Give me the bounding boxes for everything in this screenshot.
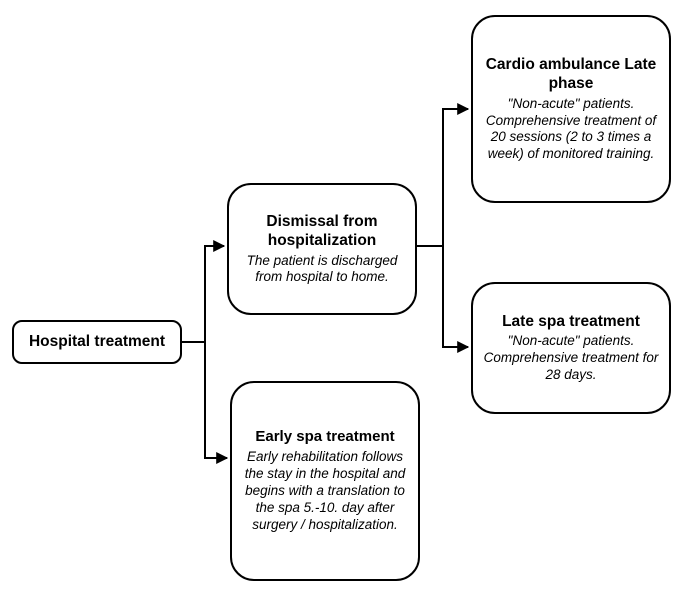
node-desc: Early rehabilitation follows the stay in… <box>242 449 408 533</box>
node-late-spa: Late spa treatment "Non-acute" patients.… <box>471 282 671 414</box>
node-title: Dismissal from hospitalization <box>239 212 405 251</box>
node-desc: "Non-acute" patients. Comprehensive trea… <box>483 96 659 164</box>
edge-dismissal-to-late_spa <box>417 246 468 347</box>
node-desc: The patient is discharged from hospital … <box>239 253 405 287</box>
edge-hospital-to-dismissal <box>182 246 224 342</box>
edge-dismissal-to-cardio <box>417 109 468 246</box>
node-early-spa: Early spa treatment Early rehabilitation… <box>230 381 420 581</box>
node-title: Cardio ambulance Late phase <box>483 55 659 94</box>
node-title: Late spa treatment <box>502 312 640 331</box>
edge-hospital-to-early_spa <box>182 342 227 458</box>
node-cardio-ambulance: Cardio ambulance Late phase "Non-acute" … <box>471 15 671 203</box>
node-desc: "Non-acute" patients. Comprehensive trea… <box>483 333 659 384</box>
node-title: Hospital treatment <box>29 332 165 351</box>
node-dismissal: Dismissal from hospitalization The patie… <box>227 183 417 315</box>
node-hospital-treatment: Hospital treatment <box>12 320 182 364</box>
flowchart-canvas: Hospital treatment Dismissal from hospit… <box>0 0 685 594</box>
node-title: Early spa treatment <box>255 428 394 447</box>
